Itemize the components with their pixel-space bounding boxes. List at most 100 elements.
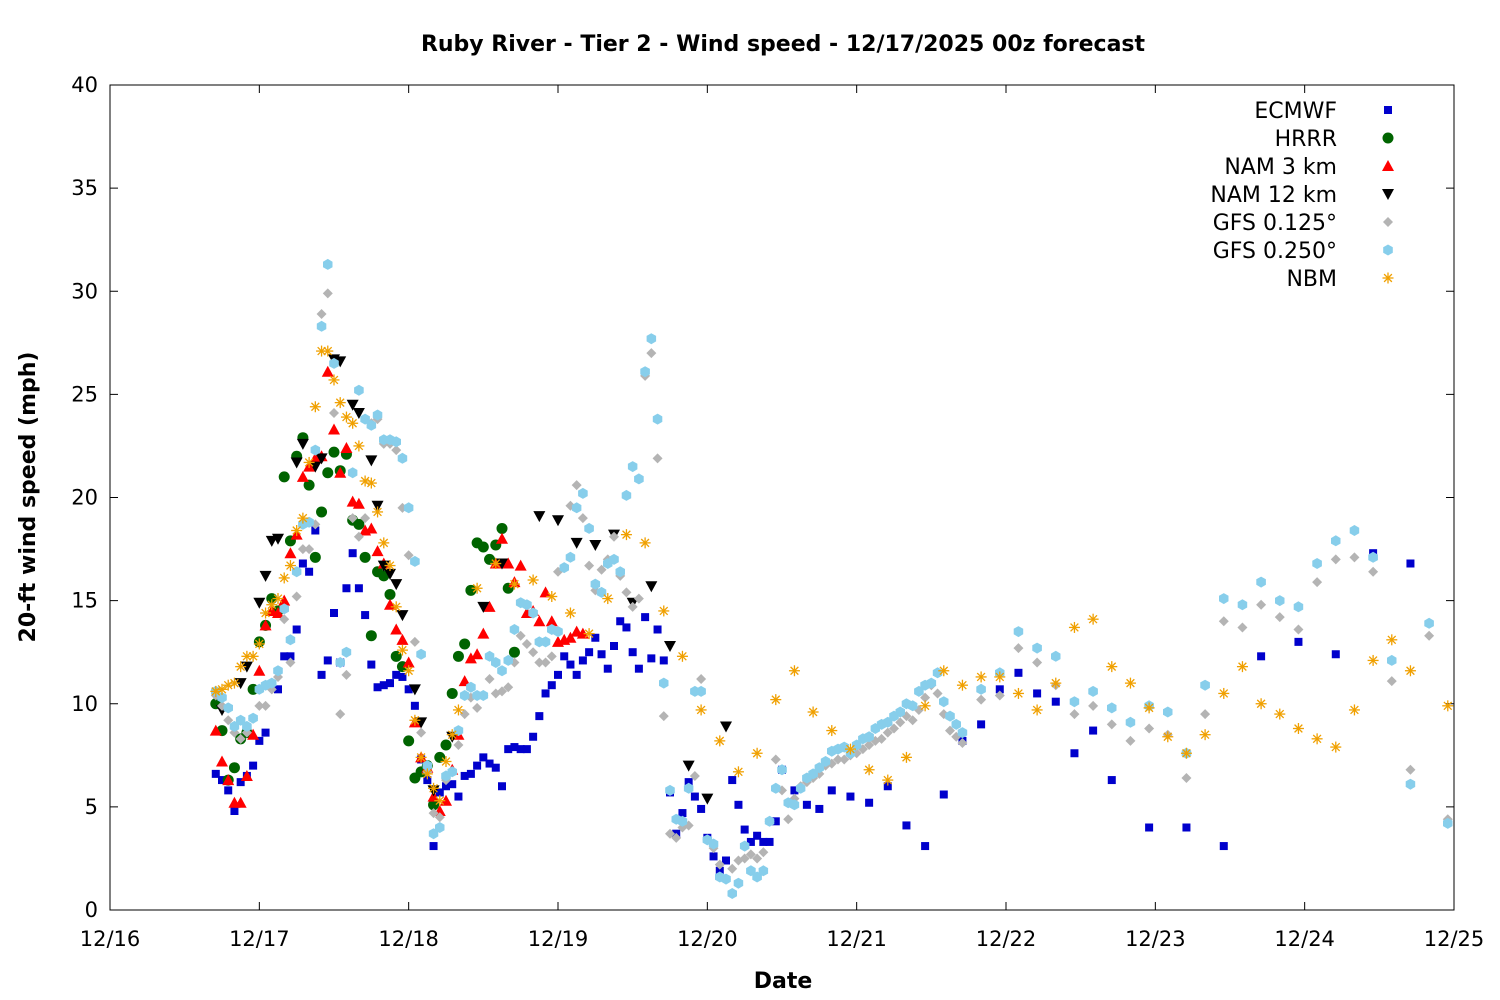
legend-item: GFS 0.250° <box>1213 239 1393 264</box>
data-point <box>497 686 507 697</box>
data-point <box>498 782 506 791</box>
legend-marker <box>1382 272 1394 284</box>
data-point <box>994 690 1005 701</box>
data-point <box>234 678 247 690</box>
data-point <box>715 866 724 875</box>
data-point <box>752 853 763 864</box>
data-point <box>1256 576 1266 588</box>
data-point <box>633 593 644 604</box>
data-point <box>392 670 401 679</box>
data-point <box>1218 687 1230 699</box>
data-point <box>546 591 558 602</box>
data-point <box>1274 612 1285 623</box>
data-point <box>365 455 378 467</box>
data-point <box>540 636 551 648</box>
data-point <box>477 541 489 553</box>
data-point <box>366 419 377 431</box>
legend-label: ECMWF <box>1254 99 1337 124</box>
data-point <box>396 644 408 656</box>
series-nam-12-km <box>216 354 732 805</box>
legend-label: NBM <box>1286 267 1337 292</box>
data-point <box>863 764 875 776</box>
data-point <box>316 345 328 357</box>
data-point <box>452 704 464 716</box>
data-point <box>1050 677 1062 689</box>
data-point <box>390 623 403 635</box>
data-point <box>1106 661 1118 673</box>
data-point <box>305 567 314 576</box>
data-point <box>354 584 363 593</box>
data-point <box>348 549 357 558</box>
data-point <box>422 760 433 772</box>
data-point <box>1106 719 1117 730</box>
data-point <box>1219 593 1229 605</box>
data-point <box>751 747 763 759</box>
data-point <box>576 627 589 639</box>
data-point <box>391 445 402 456</box>
data-point <box>241 650 253 662</box>
data-point <box>540 657 551 668</box>
data-point <box>895 706 905 718</box>
data-point <box>316 308 327 319</box>
data-point <box>502 557 515 569</box>
series-nbm <box>210 345 1454 807</box>
data-point <box>285 634 296 646</box>
data-point <box>665 784 675 796</box>
data-point <box>528 647 539 658</box>
data-point <box>434 795 446 807</box>
data-point <box>273 665 283 677</box>
data-point <box>956 679 968 691</box>
data-point <box>242 720 252 732</box>
data-point <box>1424 617 1434 629</box>
data-point <box>434 751 446 763</box>
data-point <box>296 470 309 482</box>
data-point <box>255 736 264 745</box>
data-point <box>309 551 321 563</box>
data-point <box>976 683 986 695</box>
data-point <box>248 712 258 724</box>
data-point <box>1405 778 1416 790</box>
data-point <box>1069 709 1080 720</box>
data-point <box>620 529 632 541</box>
data-point <box>359 551 371 563</box>
data-point <box>292 625 301 634</box>
data-point <box>1068 621 1080 633</box>
data-point <box>509 624 520 635</box>
data-point <box>447 766 457 778</box>
data-point <box>865 798 874 807</box>
data-point <box>882 727 893 738</box>
data-point <box>639 537 651 549</box>
x-axis-label: Date <box>754 969 813 994</box>
data-point <box>920 692 931 703</box>
data-point <box>479 753 488 762</box>
data-point <box>516 745 525 754</box>
data-point <box>404 685 413 694</box>
data-point <box>291 591 302 602</box>
data-point <box>1162 731 1174 743</box>
data-point <box>846 792 855 801</box>
data-point <box>423 776 432 785</box>
data-point <box>347 417 359 429</box>
data-point <box>521 638 532 649</box>
legend-marker <box>1382 132 1394 144</box>
data-point <box>571 502 582 514</box>
data-point <box>720 721 732 733</box>
data-point <box>1032 642 1042 654</box>
data-point <box>403 502 414 514</box>
data-point <box>535 712 544 721</box>
data-point <box>309 461 322 473</box>
data-point <box>578 487 588 499</box>
y-tick-label: 10 <box>71 692 98 716</box>
data-point <box>365 630 377 642</box>
data-point <box>1330 741 1342 753</box>
data-point <box>1107 776 1116 785</box>
data-point <box>334 397 346 409</box>
data-point <box>652 413 663 425</box>
data-point <box>758 865 769 877</box>
data-point <box>322 467 334 479</box>
data-point <box>484 650 495 662</box>
legend-label: NAM 3 km <box>1224 155 1337 180</box>
data-point <box>316 320 327 332</box>
data-point <box>664 641 676 652</box>
data-point <box>539 586 552 598</box>
